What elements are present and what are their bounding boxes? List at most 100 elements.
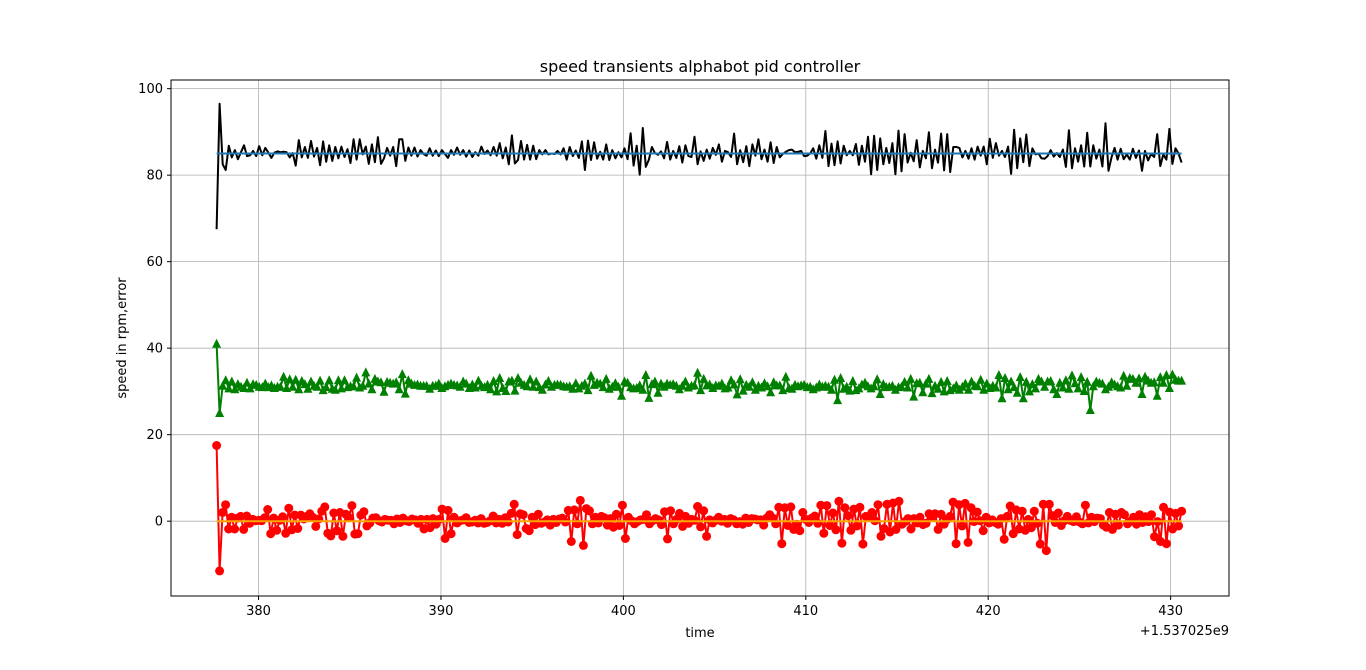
data-point (840, 503, 850, 513)
data-point (347, 501, 357, 511)
data-point (566, 537, 576, 546)
data-point (320, 502, 330, 512)
data-point (221, 375, 231, 385)
data-point (1177, 506, 1187, 516)
data-point (852, 521, 862, 531)
data-point (312, 381, 322, 391)
data-point (359, 507, 369, 517)
data-point (1167, 369, 1177, 379)
data-point (568, 383, 578, 393)
data-point (894, 496, 904, 506)
data-point (876, 531, 886, 541)
x-tick-label: 380 (246, 604, 271, 619)
data-point (1097, 378, 1107, 388)
data-point (376, 377, 386, 387)
data-point (666, 506, 675, 516)
data-point (1177, 375, 1187, 385)
data-point (379, 386, 389, 396)
data-point (224, 383, 234, 393)
data-point (575, 495, 585, 505)
y-tick-label: 80 (146, 169, 163, 184)
data-point (227, 376, 237, 386)
data-point (279, 371, 289, 381)
data-point (614, 521, 624, 530)
data-point (833, 395, 843, 405)
data-point (1012, 387, 1022, 397)
data-point (340, 375, 349, 385)
data-point (759, 520, 769, 530)
data-point (349, 381, 359, 391)
data-point (1017, 506, 1027, 516)
data-point (215, 408, 225, 417)
data-point (221, 500, 231, 510)
data-point (611, 509, 621, 519)
data-point (333, 375, 343, 385)
data-point (1064, 383, 1074, 393)
data-point (1119, 370, 1129, 380)
data-point (239, 524, 249, 534)
data-point (1031, 383, 1040, 393)
data-point (653, 387, 663, 397)
x-tick-label: 400 (611, 604, 636, 619)
data-point (263, 505, 273, 514)
data-point (212, 338, 222, 348)
data-point (613, 381, 623, 391)
data-point (1006, 376, 1016, 386)
data-point (352, 372, 362, 382)
plot-frame (170, 79, 1230, 597)
data-point (978, 526, 988, 536)
data-point (495, 373, 505, 382)
data-point (915, 377, 925, 387)
x-tick-label: 420 (976, 604, 1001, 619)
data-point (957, 521, 967, 531)
data-point (1023, 514, 1033, 524)
data-point (906, 524, 916, 534)
data-point (869, 381, 879, 391)
data-point (843, 511, 853, 521)
data-point (858, 539, 868, 549)
x-axis-label: time (685, 626, 714, 641)
data-point (942, 376, 952, 385)
data-point (506, 508, 516, 518)
y-tick-label: 20 (146, 428, 163, 443)
data-point (798, 508, 808, 517)
data-point (699, 373, 709, 383)
data-point (344, 513, 354, 523)
data-point (578, 540, 588, 550)
data-point (702, 531, 712, 541)
data-point (230, 384, 240, 394)
data-point (657, 520, 666, 530)
data-point (617, 390, 626, 400)
data-point (786, 502, 796, 512)
data-point (533, 509, 543, 519)
data-point (353, 529, 363, 539)
data-point (933, 383, 943, 393)
data-point (1085, 405, 1095, 414)
data-point (1159, 502, 1168, 512)
data-point (278, 512, 288, 522)
y-tick-label: 100 (138, 82, 163, 97)
data-point (891, 524, 901, 534)
data-point (909, 391, 919, 401)
data-point (367, 384, 377, 394)
data-point (1052, 389, 1062, 398)
data-point (434, 514, 444, 524)
data-point (332, 526, 342, 536)
data-point (650, 376, 660, 386)
data-point (394, 384, 404, 394)
data-point (522, 381, 532, 391)
data-point (601, 373, 611, 383)
data-point (663, 534, 672, 544)
x-tick-label: 390 (429, 604, 454, 619)
data-point (1147, 510, 1156, 520)
data-point (973, 381, 983, 391)
data-point (732, 389, 742, 399)
data-point (837, 538, 847, 548)
data-point (397, 369, 407, 379)
data-point (1021, 376, 1031, 386)
data-point (945, 511, 955, 521)
data-point (855, 502, 865, 512)
data-point (1018, 393, 1028, 403)
data-point (699, 506, 709, 516)
